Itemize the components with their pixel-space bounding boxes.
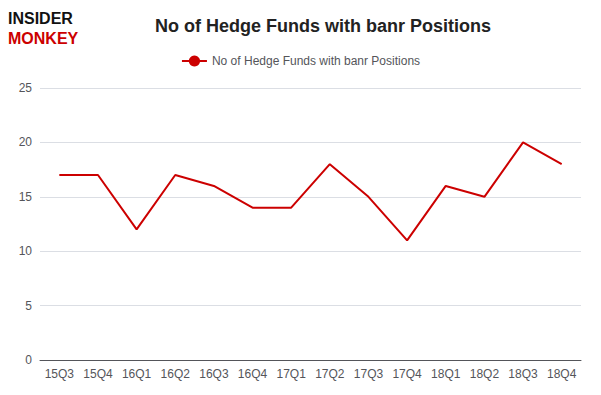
svg-text:No of Hedge Funds with banr Po: No of Hedge Funds with banr Positions [212, 54, 420, 68]
svg-text:25: 25 [19, 81, 33, 95]
svg-text:10: 10 [19, 244, 33, 258]
svg-text:5: 5 [25, 299, 32, 313]
svg-text:17Q4: 17Q4 [392, 367, 422, 381]
svg-text:17Q2: 17Q2 [315, 367, 345, 381]
svg-text:18Q3: 18Q3 [508, 367, 538, 381]
svg-text:0: 0 [25, 353, 32, 367]
svg-text:16Q4: 16Q4 [238, 367, 268, 381]
svg-text:18Q4: 18Q4 [547, 367, 577, 381]
svg-text:16Q2: 16Q2 [161, 367, 191, 381]
svg-text:16Q3: 16Q3 [199, 367, 229, 381]
svg-text:18Q1: 18Q1 [431, 367, 461, 381]
svg-text:No of Hedge Funds with banr Po: No of Hedge Funds with banr Positions [155, 16, 491, 36]
svg-text:15: 15 [19, 190, 33, 204]
svg-text:17Q1: 17Q1 [276, 367, 306, 381]
svg-text:INSIDER: INSIDER [8, 10, 73, 27]
svg-text:18Q2: 18Q2 [470, 367, 500, 381]
svg-text:16Q1: 16Q1 [122, 367, 152, 381]
svg-text:15Q3: 15Q3 [45, 367, 75, 381]
svg-text:15Q4: 15Q4 [83, 367, 113, 381]
svg-text:17Q3: 17Q3 [354, 367, 384, 381]
svg-text:MONKEY: MONKEY [8, 30, 79, 47]
svg-text:20: 20 [19, 135, 33, 149]
